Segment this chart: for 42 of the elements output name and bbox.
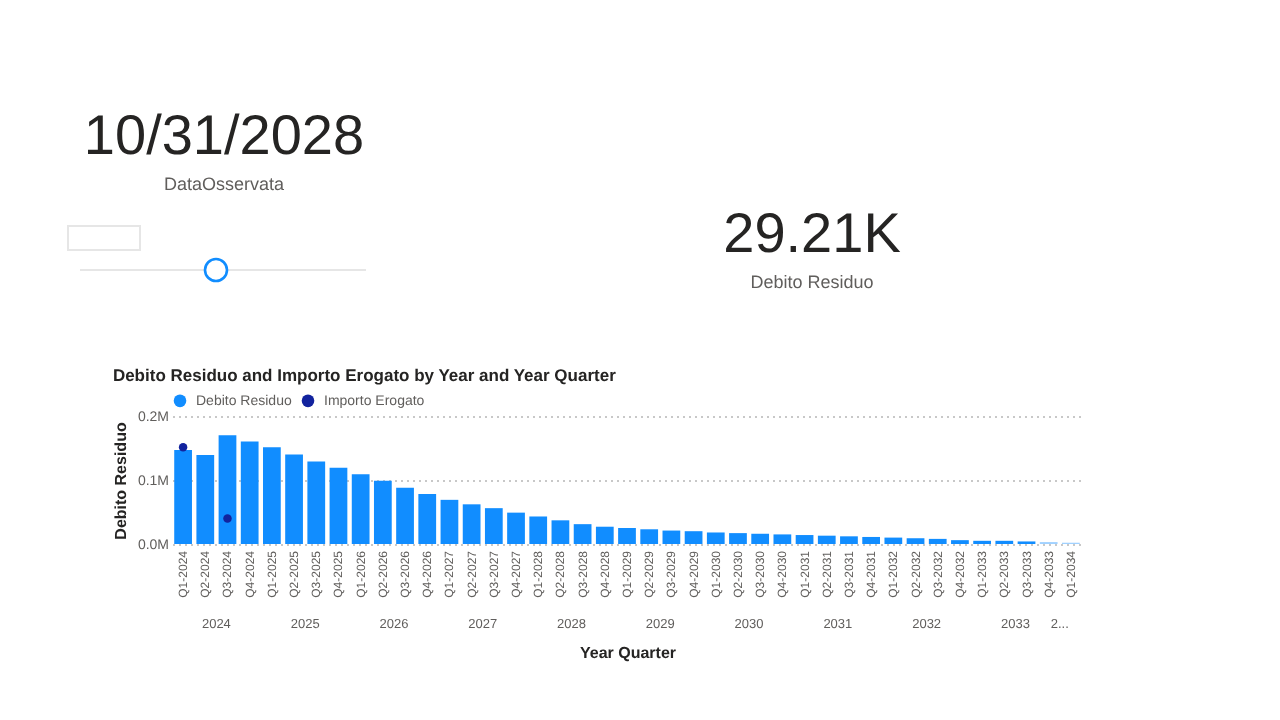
text: 10/31/2028 [81, 104, 367, 168]
bar [551, 520, 570, 544]
bar [462, 504, 481, 544]
bar [240, 441, 259, 544]
bar [418, 494, 437, 544]
x-axis-title: Year Quarter [579, 643, 677, 662]
bar [862, 536, 881, 544]
bar [396, 487, 414, 544]
bar [884, 537, 903, 544]
bar [618, 528, 636, 544]
chart-title: Debito Residuo and Importo Erogato by Year and Year Quarter [112, 365, 618, 385]
bar [928, 538, 947, 544]
bar [662, 530, 681, 544]
bar [484, 508, 503, 544]
bar [373, 480, 392, 544]
bar [196, 455, 215, 544]
bar [751, 533, 770, 544]
bar [529, 516, 548, 544]
bar [263, 447, 281, 544]
bar [307, 461, 326, 544]
bar [906, 538, 925, 544]
bar [351, 474, 370, 544]
bar [729, 533, 747, 544]
bar [507, 512, 525, 544]
bar [840, 536, 858, 544]
bar [285, 454, 303, 544]
bar [640, 529, 659, 544]
bar [218, 435, 237, 544]
text: DataOsservata [161, 174, 287, 194]
bar [817, 535, 836, 544]
bar [595, 526, 614, 544]
bar [684, 531, 703, 544]
bar [795, 535, 814, 544]
text: Debito Residuo [748, 272, 876, 292]
y-axis-title: Debito Residuo [111, 422, 130, 540]
bar [773, 534, 792, 544]
bar [573, 524, 592, 544]
bar [174, 449, 192, 544]
bar [706, 532, 725, 544]
text: 29.21K [721, 202, 903, 266]
bar [440, 499, 459, 544]
bar [329, 467, 348, 544]
